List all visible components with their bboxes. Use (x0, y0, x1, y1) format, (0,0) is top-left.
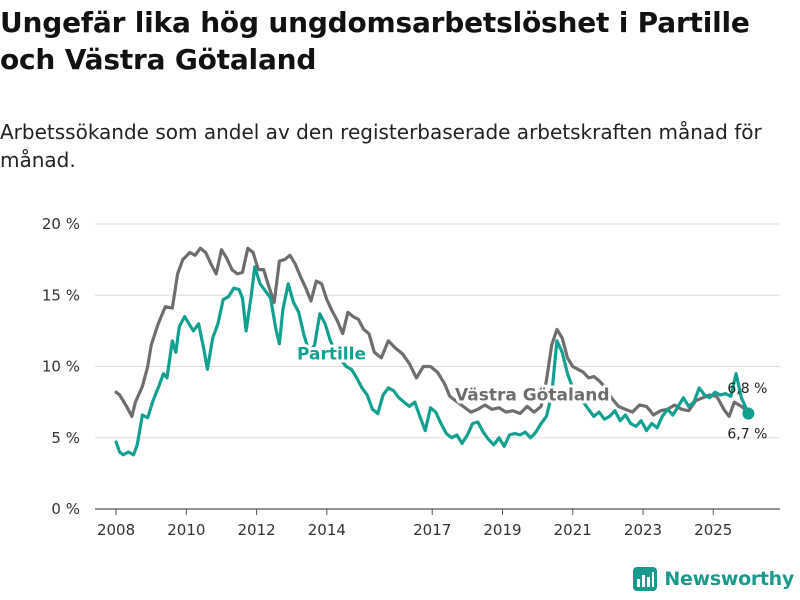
y-axis: 0 % 5 % 10 % 15 % 20 % (42, 215, 80, 518)
chart-title: Ungefär lika hög ungdomsarbetslöshet i P… (0, 6, 750, 76)
series-label-partille-halo: Partille (297, 344, 366, 364)
y-tick-label: 0 % (51, 500, 80, 518)
x-tick-label: 2010 (167, 521, 205, 539)
brand-logo: Newsworthy (632, 566, 794, 592)
end-label-partille: 6,7 % (727, 427, 767, 443)
x-tick-label: 2012 (237, 521, 275, 539)
y-tick-label: 5 % (51, 429, 80, 447)
x-axis: 2008 2010 2012 2014 2017 2019 2021 2023 2025 (97, 509, 732, 539)
end-label-vastra-gotaland: 6,8 % (727, 381, 767, 397)
line-chart: 0 %5 %10 %15 %20 % 2008 2010 2012 2014 2017 2… (42, 215, 780, 539)
series-line-v-stra-g-taland (114, 246, 750, 418)
series-label-partille: Partille (297, 344, 366, 364)
end-point-partille (742, 407, 755, 420)
y-tick-label: 15 % (42, 286, 80, 304)
y-tick-label: 10 % (42, 358, 80, 376)
x-tick-label: 2021 (554, 521, 592, 539)
x-tick-label: 2014 (308, 521, 346, 539)
x-tick-label: 2008 (97, 521, 135, 539)
x-tick-label: 2017 (413, 521, 451, 539)
brand-name: Newsworthy (664, 568, 794, 590)
series-lines (114, 246, 755, 457)
bar-chart-icon (633, 567, 658, 591)
series-label-vastra-gotaland-halo: Västra Götaland (455, 386, 610, 406)
x-tick-label: 2023 (624, 521, 662, 539)
y-tick-label: 20 % (42, 215, 80, 233)
x-tick-label: 2025 (694, 521, 732, 539)
grid (95, 223, 780, 510)
series-line-partille (114, 265, 750, 457)
chart-subtitle: Arbetssökande som andel av den registerb… (0, 120, 762, 172)
series-label-vastra-gotaland: Västra Götaland (455, 386, 610, 406)
x-tick-label: 2019 (483, 521, 521, 539)
